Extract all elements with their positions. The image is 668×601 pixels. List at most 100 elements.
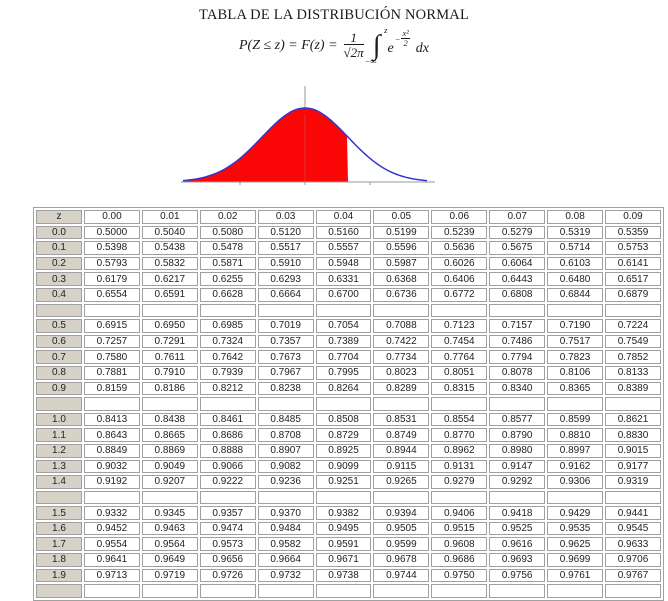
separator-cell [431,397,488,411]
header-cell: 0.00 [84,210,140,224]
value-cell: 0.6950 [141,319,198,333]
value-cell: 0.5948 [315,256,372,271]
value-cell: 0.8133 [605,365,661,380]
radical-sign: √ [343,45,351,61]
value-cell: 0.8980 [489,443,546,458]
value-cell: 0.8790 [489,428,546,442]
separator-cell [315,397,372,411]
value-cell: 0.9706 [605,553,661,567]
z-header-cell: z [36,210,82,224]
table-row: 1.6 0.9452 0.9463 0.9474 0.9484 0.9495 0.9505 0… [36,521,661,536]
value-cell: 0.8665 [141,428,198,442]
header-cell: 0.09 [605,210,661,224]
value-cell: 0.9345 [141,506,198,520]
exponent: − x² 2 [394,28,410,49]
separator-cell [489,397,546,411]
value-cell: 0.6217 [141,272,198,286]
value-cell: 0.9726 [199,568,256,583]
value-cell: 0.6879 [605,287,661,302]
value-cell: 0.5987 [373,256,430,271]
separator-row [36,303,661,318]
value-cell: 0.6443 [489,272,546,286]
separator-cell [84,490,140,505]
radicand: 2π [350,45,364,61]
separator-cell [547,397,604,411]
value-cell: 0.7881 [84,365,140,380]
value-cell: 0.5160 [315,225,372,240]
table-row: 1.3 0.9032 0.9049 0.9066 0.9082 0.9099 0.9115 0… [36,459,661,474]
value-cell: 0.7486 [489,334,546,349]
value-cell: 0.9319 [605,475,661,489]
header-cell: 0.08 [547,210,604,224]
value-cell: 0.9463 [141,521,198,536]
value-cell: 0.8749 [373,428,430,442]
value-cell: 0.7734 [373,350,430,364]
value-cell: 0.5910 [257,256,314,271]
value-cell: 0.8849 [84,443,140,458]
value-cell: 0.6517 [605,272,661,286]
z-label-cell: 1.6 [36,521,82,536]
value-cell: 0.9357 [199,506,256,520]
table-row: 0.5 0.6915 0.6950 0.6985 0.7019 0.7054 0.7088 0… [36,319,661,333]
value-cell: 0.9505 [373,521,430,536]
value-cell: 0.7995 [315,365,372,380]
value-cell: 0.9495 [315,521,372,536]
value-cell: 0.9582 [257,537,314,552]
value-cell: 0.6480 [547,272,604,286]
table-body: 0.0 0.5000 0.5040 0.5080 0.5120 0.5160 0.5199 0… [36,225,661,598]
z-label-cell: 1.9 [36,568,82,583]
value-cell: 0.8708 [257,428,314,442]
value-cell: 0.7549 [605,334,661,349]
normal-curve-svg [181,86,435,185]
separator-cell [373,584,430,598]
value-cell: 0.9406 [431,506,488,520]
integral-glyph: ∫ [372,29,381,61]
value-cell: 0.8078 [489,365,546,380]
header-cell: 0.04 [315,210,372,224]
separator-cell [431,490,488,505]
exponent-fraction: x² 2 [401,28,410,49]
value-cell: 0.9484 [257,521,314,536]
value-cell: 0.7852 [605,350,661,364]
value-cell: 0.9641 [84,553,140,567]
table-row: 1.9 0.9713 0.9719 0.9726 0.9732 0.9738 0.9744 0… [36,568,661,583]
z-label-cell: 1.7 [36,537,82,552]
value-cell: 0.5714 [547,241,604,255]
z-label-cell: 0.0 [36,225,82,240]
value-cell: 0.6664 [257,287,314,302]
value-cell: 0.8686 [199,428,256,442]
value-cell: 0.9573 [199,537,256,552]
exponent-denominator: 2 [403,38,408,49]
value-cell: 0.7357 [257,334,314,349]
fraction-denominator: √2π [344,45,364,60]
value-cell: 0.7611 [141,350,198,364]
header-cell: 0.05 [373,210,430,224]
separator-cell [373,490,430,505]
exponent-minus: − [394,33,401,44]
table-row: 1.0 0.8413 0.8438 0.8461 0.8485 0.8508 0.8531 0… [36,412,661,427]
value-cell: 0.8888 [199,443,256,458]
header-row: z 0.00 0.01 0.02 0.03 0.04 0.05 0.06 0.07 0.08 0.0… [36,210,661,224]
value-cell: 0.7088 [373,319,430,333]
separator-cell [547,490,604,505]
value-cell: 0.5438 [141,241,198,255]
normal-distribution-table: z 0.00 0.01 0.02 0.03 0.04 0.05 0.06 0.07 0.08 0.0… [33,207,664,601]
value-cell: 0.9015 [605,443,661,458]
e-base: e [387,40,394,56]
value-cell: 0.7939 [199,365,256,380]
value-cell: 0.7291 [141,334,198,349]
separator-cell [257,397,314,411]
value-cell: 0.8830 [605,428,661,442]
formula-lhs: P(Z ≤ z) = F(z) = [239,37,338,53]
value-cell: 0.5239 [431,225,488,240]
value-cell: 0.8997 [547,443,604,458]
value-cell: 0.8051 [431,365,488,380]
value-cell: 0.5478 [199,241,256,255]
value-cell: 0.5753 [605,241,661,255]
value-cell: 0.7389 [315,334,372,349]
value-cell: 0.9292 [489,475,546,489]
value-cell: 0.6331 [315,272,372,286]
table-row: 0.3 0.6179 0.6217 0.6255 0.6293 0.6331 0.6368 0… [36,272,661,286]
value-cell: 0.8810 [547,428,604,442]
value-cell: 0.8577 [489,412,546,427]
